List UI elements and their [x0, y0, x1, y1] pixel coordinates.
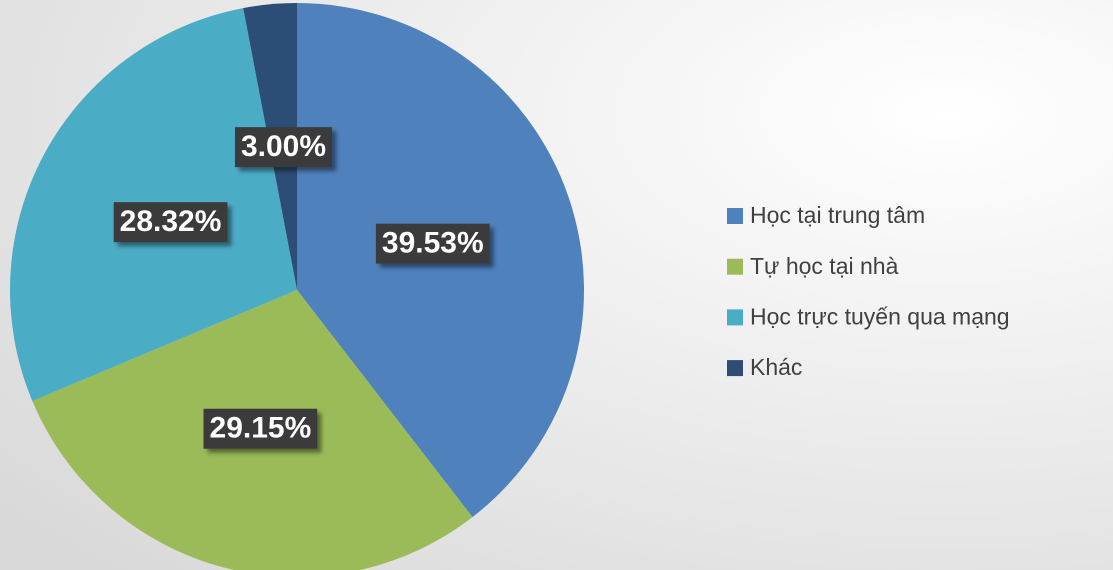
- data-label-box: [234, 127, 333, 168]
- data-label: 28.32%: [113, 202, 228, 243]
- data-labels: 39.53% 29.15% 28.32% 3.00%: [113, 127, 490, 449]
- legend-label: Khác: [750, 354, 802, 380]
- legend: Học tại trung tâm Tự học tại nhà Học trực …: [727, 202, 1010, 380]
- data-label-box: [113, 202, 228, 243]
- data-label-text: 3.00%: [241, 130, 326, 163]
- data-label-box: [375, 223, 490, 264]
- data-label-text: 28.32%: [120, 205, 222, 238]
- legend-swatch: [727, 360, 743, 377]
- data-label-box: [203, 408, 318, 449]
- pie: [9, 3, 584, 570]
- data-label: 39.53%: [375, 223, 490, 264]
- legend-label: Tự học tại nhà: [750, 253, 899, 279]
- data-label: 3.00%: [234, 127, 333, 168]
- legend-swatch: [727, 309, 743, 326]
- legend-label: Học trực tuyến qua mạng: [750, 303, 1010, 329]
- legend-swatch: [727, 208, 743, 224]
- data-label: 29.15%: [203, 408, 318, 449]
- data-label-text: 39.53%: [382, 227, 484, 260]
- legend-swatch: [727, 258, 743, 275]
- legend-label: Học tại trung tâm: [750, 202, 925, 228]
- data-label-text: 29.15%: [210, 412, 312, 445]
